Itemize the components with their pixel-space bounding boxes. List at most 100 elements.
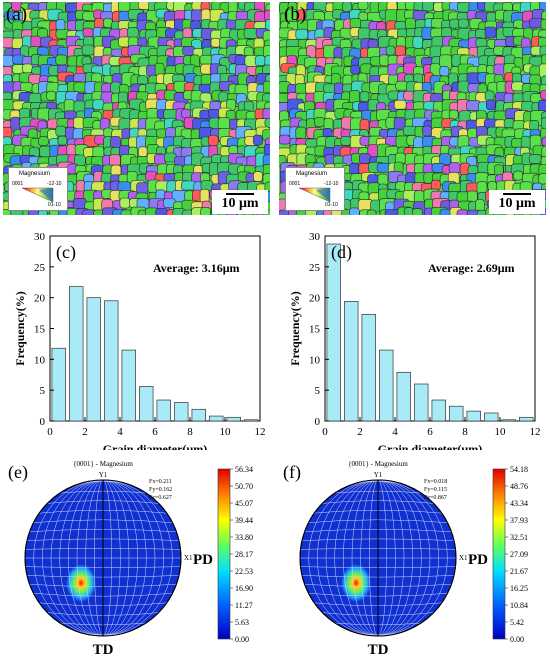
grain bbox=[182, 209, 194, 215]
grain bbox=[539, 45, 546, 57]
grain bbox=[46, 90, 57, 101]
grain bbox=[295, 126, 307, 140]
texture-fraction: Fy=0.162 bbox=[149, 487, 172, 493]
y-tick-label: 5 bbox=[40, 385, 46, 397]
grain bbox=[439, 208, 452, 215]
y1-label: Y1 bbox=[99, 471, 108, 479]
grain bbox=[38, 136, 49, 146]
grain bbox=[540, 90, 546, 100]
colorbar-tick-label: 16.90 bbox=[235, 584, 253, 593]
grain bbox=[539, 63, 546, 80]
grain bbox=[405, 2, 415, 11]
grain bbox=[264, 118, 270, 128]
histogram-bar bbox=[379, 349, 394, 422]
texture-fraction: Fz=0.627 bbox=[149, 495, 172, 501]
y1-label: Y1 bbox=[374, 471, 383, 479]
x-tick-label: 12 bbox=[255, 426, 266, 438]
grain bbox=[349, 18, 362, 29]
grain bbox=[357, 2, 369, 10]
grain bbox=[439, 153, 451, 165]
grain bbox=[72, 198, 87, 210]
grain bbox=[254, 55, 266, 67]
ipf-tick-12-10-b: -12-10 bbox=[324, 181, 339, 187]
histogram-bar bbox=[466, 410, 481, 422]
histogram-bar bbox=[86, 297, 101, 422]
grain bbox=[379, 54, 389, 67]
x-tick-label: 10 bbox=[220, 426, 232, 438]
histogram-bar bbox=[449, 405, 464, 422]
ebsd-grains-a bbox=[3, 2, 270, 215]
y-tick-label: 30 bbox=[309, 231, 321, 243]
colorbar-tick-label: 28.17 bbox=[235, 550, 253, 559]
grain bbox=[110, 136, 121, 149]
ipf-tick-0001-b: 0001 bbox=[289, 181, 301, 187]
pole-figure-outline bbox=[24, 479, 182, 637]
y-tick-label: 25 bbox=[309, 262, 321, 274]
pole-figure-outline bbox=[299, 479, 457, 637]
histogram-bar bbox=[431, 399, 446, 422]
y-tick-label: 25 bbox=[34, 262, 46, 274]
grain bbox=[484, 26, 497, 39]
grain bbox=[172, 208, 186, 215]
y-tick-label: 30 bbox=[34, 231, 46, 243]
histogram-bar bbox=[244, 419, 259, 422]
grain bbox=[200, 207, 211, 215]
grain bbox=[484, 90, 495, 102]
grain bbox=[350, 64, 360, 75]
grain bbox=[486, 99, 496, 111]
histogram-bar bbox=[121, 349, 136, 422]
y-tick-label: 0 bbox=[40, 416, 46, 428]
y-tick-label: 15 bbox=[34, 324, 46, 336]
grain bbox=[218, 91, 229, 103]
texture-fraction: Fx=0.211 bbox=[149, 479, 172, 485]
grain bbox=[22, 63, 33, 74]
ipf-triangle-a bbox=[21, 187, 54, 203]
scale-bar-line-b bbox=[503, 193, 531, 195]
ebsd-map-a bbox=[3, 2, 270, 215]
grain bbox=[529, 74, 541, 86]
grain bbox=[359, 91, 370, 102]
scale-bar-a: 10 μm bbox=[212, 190, 268, 214]
grain bbox=[342, 2, 352, 12]
grain bbox=[57, 135, 68, 146]
grain bbox=[340, 136, 352, 146]
histogram-bar bbox=[51, 347, 66, 422]
grain bbox=[359, 153, 371, 164]
grain bbox=[458, 18, 469, 29]
grain bbox=[405, 17, 416, 30]
x1-label: X1 bbox=[184, 554, 193, 562]
panel-label: (e) bbox=[8, 462, 28, 483]
grain bbox=[263, 45, 270, 58]
grain bbox=[181, 108, 191, 119]
histogram-bar bbox=[414, 383, 429, 422]
x-axis-label: Grain diameter(μm) bbox=[103, 442, 207, 450]
histogram-bar bbox=[484, 412, 499, 422]
td-label: TD bbox=[368, 642, 389, 658]
grain bbox=[456, 209, 469, 215]
grain bbox=[253, 134, 263, 146]
grain bbox=[81, 44, 95, 56]
grain bbox=[349, 207, 360, 215]
grain bbox=[3, 54, 14, 67]
y-tick-label: 10 bbox=[309, 354, 321, 366]
colorbar-tick-label: 11.27 bbox=[235, 601, 253, 610]
grain bbox=[264, 55, 270, 68]
grain bbox=[333, 47, 344, 59]
grain bbox=[540, 18, 546, 31]
colorbar-tick-label: 5.42 bbox=[510, 618, 524, 627]
texture-intensity-spot bbox=[341, 564, 371, 602]
pole-figure-e: {0001} - Magnesium Y1 Fx=0.211 Fy=0.162 Fz=0… bbox=[8, 460, 253, 658]
histogram-bar bbox=[209, 415, 224, 422]
ipf-legend-title-b: Magnesium bbox=[296, 171, 328, 177]
scale-bar-text-b: 10 μm bbox=[498, 196, 536, 211]
grain bbox=[190, 9, 203, 22]
pole-figure-title: {0001} - Magnesium bbox=[73, 460, 133, 468]
x-axis-label: Grain diameter(μm) bbox=[378, 442, 482, 450]
histogram-bar bbox=[361, 313, 376, 422]
y-tick-label: 0 bbox=[315, 416, 321, 428]
histogram-bar bbox=[139, 386, 154, 422]
panel-label-a: (a) bbox=[6, 4, 28, 25]
colorbar-tick-label: 0.00 bbox=[235, 635, 249, 644]
colorbar-tick-label: 50.70 bbox=[235, 482, 253, 491]
texture-intensity-spot bbox=[66, 564, 96, 602]
